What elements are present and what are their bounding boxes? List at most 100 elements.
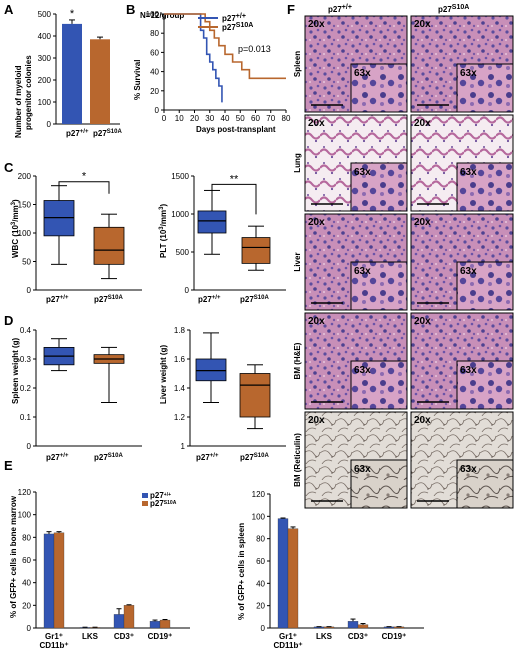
chart-d-spleen-ytick-label: 0 bbox=[27, 442, 32, 451]
histology-mag-low: 20x bbox=[308, 19, 325, 30]
chart-b-xtick-label: 40 bbox=[221, 114, 230, 123]
chart-c-wbc-ytick-label: 200 bbox=[18, 172, 32, 181]
histology-row-label: Lung bbox=[293, 153, 302, 173]
histology-row-label: BM (Reticulin) bbox=[293, 433, 302, 487]
chart-d-spleen-ylabel: Spleen weight (g) bbox=[11, 337, 20, 404]
chart-d-spleen-ytick-label: 0.4 bbox=[20, 326, 32, 335]
chart-e-spleen-ytick-label: 0 bbox=[261, 624, 266, 633]
chart-d-liver-box bbox=[195, 358, 227, 382]
histology-inset bbox=[350, 261, 408, 311]
chart-a-bar bbox=[90, 39, 110, 124]
chart-b-ytick-label: 20 bbox=[150, 87, 159, 96]
chart-d-spleen-ytick-label: 0.2 bbox=[20, 384, 32, 393]
chart-b-title: N=12/group bbox=[140, 11, 184, 20]
histology-mag-low: 20x bbox=[308, 316, 325, 327]
histology-inset bbox=[456, 63, 514, 113]
histology-row-label: Spleen bbox=[293, 51, 302, 77]
chart-e-bm-category-label: CD11b⁺ bbox=[39, 641, 68, 650]
chart-e-bm-ytick-label: 60 bbox=[22, 556, 31, 565]
chart-a-significance: * bbox=[70, 8, 75, 20]
chart-c-plt-ytick-label: 500 bbox=[176, 248, 190, 257]
chart-c-plt-sig-bracket bbox=[211, 183, 257, 215]
chart-c-wbc: WBC (103/mm3) 0 50 100 150 200 * p27+/+ p27S… bbox=[11, 171, 142, 304]
chart-e-bm-category-label: Gr1⁺ bbox=[45, 632, 63, 641]
panel-label-b: B bbox=[126, 2, 135, 17]
chart-c-wbc-xtick-wt: p27+/+ bbox=[46, 295, 69, 304]
chart-e-bm-bar bbox=[159, 619, 171, 629]
chart-a-ylabel-line2: progenitor colonies bbox=[24, 55, 33, 130]
chart-b-xtick-label: 80 bbox=[282, 114, 291, 123]
histology-col-header-mut: p27S10A bbox=[438, 4, 469, 14]
chart-e-spleen-ytick-label: 20 bbox=[256, 602, 265, 611]
chart-d-liver-ytick-label: 1.6 bbox=[174, 355, 186, 364]
chart-b-xtick-label: 10 bbox=[175, 114, 184, 123]
chart-a-ytick-label: 0 bbox=[47, 120, 52, 129]
panel-label-d: D bbox=[4, 313, 13, 328]
histology-mag-high: 63x bbox=[354, 266, 371, 277]
histology-mag-low: 20x bbox=[414, 316, 431, 327]
chart-c-plt-box bbox=[197, 210, 227, 234]
chart-b-xtick-label: 50 bbox=[236, 114, 245, 123]
chart-d-liver-ylabel: Liver weight (g) bbox=[159, 345, 168, 404]
chart-b-ytick-label: 40 bbox=[150, 68, 159, 77]
chart-b-ytick-label: 60 bbox=[150, 48, 159, 57]
chart-c-plt-ytick-label: 1500 bbox=[171, 172, 189, 181]
histology-row-label: BM (H&E) bbox=[293, 342, 302, 379]
chart-e-spleen-bar bbox=[277, 518, 289, 629]
chart-e-bm-ylabel: % of GFP+ cells in bone marrow bbox=[9, 495, 18, 618]
panel-label-e: E bbox=[4, 458, 13, 473]
chart-b-ytick-label: 80 bbox=[150, 29, 159, 38]
histology-mag-high: 63x bbox=[354, 68, 371, 79]
histology-mag-high: 63x bbox=[460, 266, 477, 277]
chart-c-wbc-ytick-label: 100 bbox=[18, 229, 32, 238]
chart-e-spleen: % of GFP+ cells in spleen 0 20 40 60 80 100 12… bbox=[237, 490, 424, 650]
histology-mag-high: 63x bbox=[354, 365, 371, 376]
chart-d-liver-ytick-label: 1 bbox=[181, 442, 186, 451]
histology-mag-high: 63x bbox=[354, 167, 371, 178]
chart-d-liver-ytick-label: 1.8 bbox=[174, 326, 186, 335]
chart-c-wbc-box bbox=[93, 226, 125, 265]
chart-e-spleen-ytick-label: 120 bbox=[252, 490, 266, 499]
chart-e-bm-bar bbox=[149, 621, 161, 629]
histology-inset bbox=[350, 459, 408, 509]
chart-c-wbc-ylabel: WBC (103/mm3) bbox=[11, 199, 20, 258]
chart-b-legend-wt: p27+/+ bbox=[222, 13, 246, 23]
chart-b-ylabel: % Survival bbox=[133, 60, 142, 100]
chart-b-xtick-label: 70 bbox=[266, 114, 275, 123]
panel-label-c: C bbox=[4, 160, 14, 175]
chart-c-plt-ytick-label: 1000 bbox=[171, 210, 189, 219]
chart-b-legend-mut: p27S10A bbox=[222, 22, 253, 32]
chart-e-legend-swatch-wt bbox=[142, 493, 148, 498]
chart-e-spleen-category-label: Gr1⁺ bbox=[279, 632, 297, 641]
histology-mag-low: 20x bbox=[414, 19, 431, 30]
chart-e-spleen-bar bbox=[357, 624, 369, 629]
chart-d-liver-xtick-wt: p27+/+ bbox=[196, 453, 219, 462]
histology-mag-high: 63x bbox=[460, 167, 477, 178]
chart-b-xtick-label: 60 bbox=[251, 114, 260, 123]
chart-c-plt-xtick-mut: p27S10A bbox=[240, 295, 269, 304]
histology-panel: p27+/+ p27S10A Spleen 20x 63x 20x 63x Lung 20x… bbox=[293, 4, 514, 509]
histology-inset bbox=[456, 162, 514, 212]
histology-mag-low: 20x bbox=[414, 415, 431, 426]
histology-inset bbox=[350, 162, 408, 212]
chart-c-wbc-sig-bracket bbox=[58, 181, 110, 194]
chart-d-spleen-xtick-mut: p27S10A bbox=[94, 453, 123, 462]
chart-a-ytick-label: 400 bbox=[38, 32, 52, 41]
chart-e-bm-category-label: CD19⁺ bbox=[148, 632, 173, 641]
chart-c-wbc-xtick-mut: p27S10A bbox=[94, 295, 123, 304]
chart-e-bm-category-label: LKS bbox=[82, 632, 99, 641]
chart-e-bm-ytick-label: 100 bbox=[18, 511, 32, 520]
chart-d-spleen-xtick-wt: p27+/+ bbox=[46, 453, 69, 462]
chart-e-bm-ytick-label: 20 bbox=[22, 601, 31, 610]
chart-a-ytick-label: 100 bbox=[38, 98, 52, 107]
chart-c-plt-ylabel: PLT (103/mm3) bbox=[159, 204, 168, 258]
chart-b-pvalue: p=0.013 bbox=[238, 44, 271, 54]
chart-c-wbc-ytick-label: 0 bbox=[27, 286, 32, 295]
chart-d-liver-xtick-mut: p27S10A bbox=[240, 453, 269, 462]
chart-e-spleen-ytick-label: 40 bbox=[256, 579, 265, 588]
histology-mag-low: 20x bbox=[308, 415, 325, 426]
chart-e-bm-ytick-label: 0 bbox=[27, 624, 32, 633]
chart-a-xtick-wt: p27+/+ bbox=[66, 129, 89, 138]
chart-e-spleen-category-label: CD19⁺ bbox=[382, 632, 407, 641]
chart-a-ylabel-line1: Number of myeloid bbox=[14, 65, 23, 138]
